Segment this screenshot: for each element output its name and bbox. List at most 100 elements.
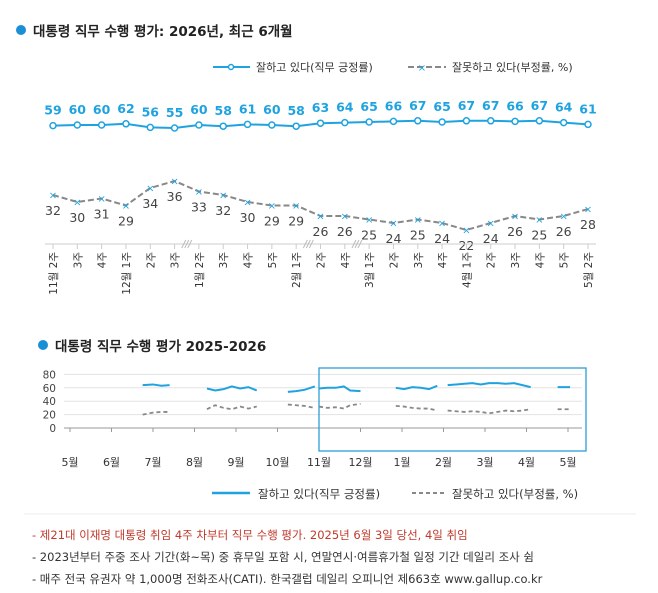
chart2-disapprove-segment	[287, 403, 316, 409]
disapprove-point: ×	[316, 212, 324, 223]
chart2-approve-segment	[287, 385, 316, 393]
chart1-x-tick-label: 12월 1주	[121, 252, 133, 295]
chart2-x-tick-label: 10월	[265, 456, 289, 469]
chart1-title: 대통령 직무 수행 평가: 2026년, 최근 6개월	[33, 23, 293, 40]
approve-data-label: 66	[506, 98, 524, 113]
disapprove-data-label: 26	[556, 224, 572, 239]
disapprove-data-label: 25	[410, 228, 426, 243]
chart1-x-tick-label: 3주	[413, 252, 425, 269]
approve-point	[170, 124, 179, 132]
approve-point	[511, 117, 519, 126]
approve-data-label: 58	[287, 103, 304, 118]
title-bullet-icon	[38, 340, 48, 350]
approve-data-label: 63	[312, 100, 329, 115]
legend-disapprove-marker-icon: ×	[418, 63, 426, 74]
approve-point	[462, 117, 471, 125]
chart1-x-tick-label: 2주	[388, 252, 400, 269]
approve-data-label: 58	[215, 103, 232, 118]
axis-break-mark	[351, 239, 357, 249]
chart2-x-tick-label: 8월	[186, 456, 203, 469]
approve-point	[146, 123, 155, 132]
note-inauguration: - 제21대 이재명 대통령 취임 4주 차부터 직무 수행 평가. 2025년…	[32, 528, 468, 542]
chart1-x-tick-label: 3월 1주	[364, 252, 376, 288]
disapprove-point: ×	[438, 219, 446, 230]
chart1-x-tick-label: 1월 2주	[194, 252, 206, 288]
chart1-x-tick-label: 4주	[340, 252, 352, 269]
disapprove-data-label: 33	[191, 200, 207, 215]
disapprove-point: ×	[292, 201, 300, 212]
chart2-approve-segment	[395, 384, 438, 391]
chart2-y-tick-label: 40	[43, 396, 56, 408]
disapprove-data-label: 29	[288, 214, 304, 229]
chart1-x-tick-label: 3주	[170, 252, 182, 269]
chart2-y-tick-label: 60	[43, 383, 56, 395]
disapprove-point: ×	[511, 212, 519, 223]
disapprove-point: ×	[122, 201, 130, 212]
chart2-approve-segment	[206, 385, 258, 392]
chart2-x-tick-label: 6월	[103, 456, 120, 469]
approve-data-label: 67	[482, 98, 499, 113]
disapprove-series-line	[52, 179, 589, 232]
approve-data-label: 65	[433, 99, 450, 114]
chart2-x-tick-label: 4월	[518, 456, 535, 469]
disapprove-data-label: 29	[264, 214, 280, 229]
disapprove-data-label: 29	[118, 214, 134, 229]
approve-data-label: 60	[263, 102, 281, 117]
approve-data-label: 65	[360, 99, 377, 114]
axis-break-mark	[305, 239, 311, 249]
chart1-x-tick-label: 5주	[267, 252, 279, 269]
chart1-x-tick-label: 2주	[145, 252, 157, 269]
axis-break-mark	[308, 239, 314, 249]
approve-data-label: 55	[166, 105, 183, 120]
chart2-y-tick-label: 80	[43, 369, 56, 381]
legend-disapprove-label: 잘못하고 있다(부정률, %)	[452, 60, 573, 74]
chart1-x-tick-label: 3주	[72, 252, 84, 269]
approve-point	[219, 122, 227, 130]
disapprove-point: ×	[170, 177, 178, 188]
approve-point	[195, 121, 203, 129]
approve-point	[73, 121, 82, 129]
chart1-x-tick-label: 5월 2주	[583, 252, 595, 288]
legend-approve-marker	[227, 63, 235, 71]
disapprove-point: ×	[584, 205, 592, 216]
chart2-approve-segment	[447, 382, 531, 389]
approve-point	[292, 122, 300, 130]
chart2-disapprove-segment	[447, 408, 531, 415]
disapprove-data-label: 32	[45, 203, 61, 218]
chart1-x-tick-label: 2주	[316, 252, 328, 269]
axis-break-mark	[357, 239, 363, 249]
disapprove-point: ×	[535, 215, 543, 226]
disapprove-data-label: 31	[94, 207, 110, 222]
chart1-x-tick-label: 2주	[486, 252, 498, 269]
approve-point	[486, 117, 495, 125]
disapprove-data-label: 25	[361, 228, 377, 243]
chart1-x-tick-label: 5주	[559, 252, 571, 269]
approve-data-label: 66	[385, 98, 403, 113]
approve-point	[122, 120, 130, 128]
approve-point	[341, 118, 349, 127]
note-methodology: - 매주 전국 유권자 약 1,000명 전화조사(CATI). 한국갤럽 데일…	[32, 572, 543, 586]
chart1-x-tick-label: 4주	[97, 252, 109, 269]
approve-data-label: 61	[579, 101, 596, 116]
disapprove-data-label: 24	[434, 231, 450, 246]
disapprove-data-label: 26	[313, 224, 329, 239]
chart2-x-tick-label: 9월	[227, 456, 244, 469]
disapprove-point: ×	[219, 191, 227, 202]
approve-point	[268, 121, 276, 129]
disapprove-point: ×	[146, 184, 154, 195]
approve-data-label: 62	[117, 101, 134, 116]
disapprove-point: ×	[559, 212, 567, 223]
title-bullet-icon	[16, 25, 26, 35]
chart1-x-tick-label: 3주	[218, 252, 230, 269]
approve-point	[438, 118, 446, 126]
chart1-x-tick-label: 3주	[510, 252, 522, 269]
approve-data-label: 61	[239, 101, 256, 116]
disapprove-point: ×	[341, 212, 349, 223]
disapprove-point: ×	[268, 201, 276, 212]
disapprove-data-label: 26	[337, 224, 353, 239]
approve-point	[414, 117, 422, 125]
approve-data-label: 60	[69, 102, 87, 117]
disapprove-data-label: 28	[580, 217, 596, 232]
chart2-x-tick-label: 2월	[435, 456, 452, 469]
